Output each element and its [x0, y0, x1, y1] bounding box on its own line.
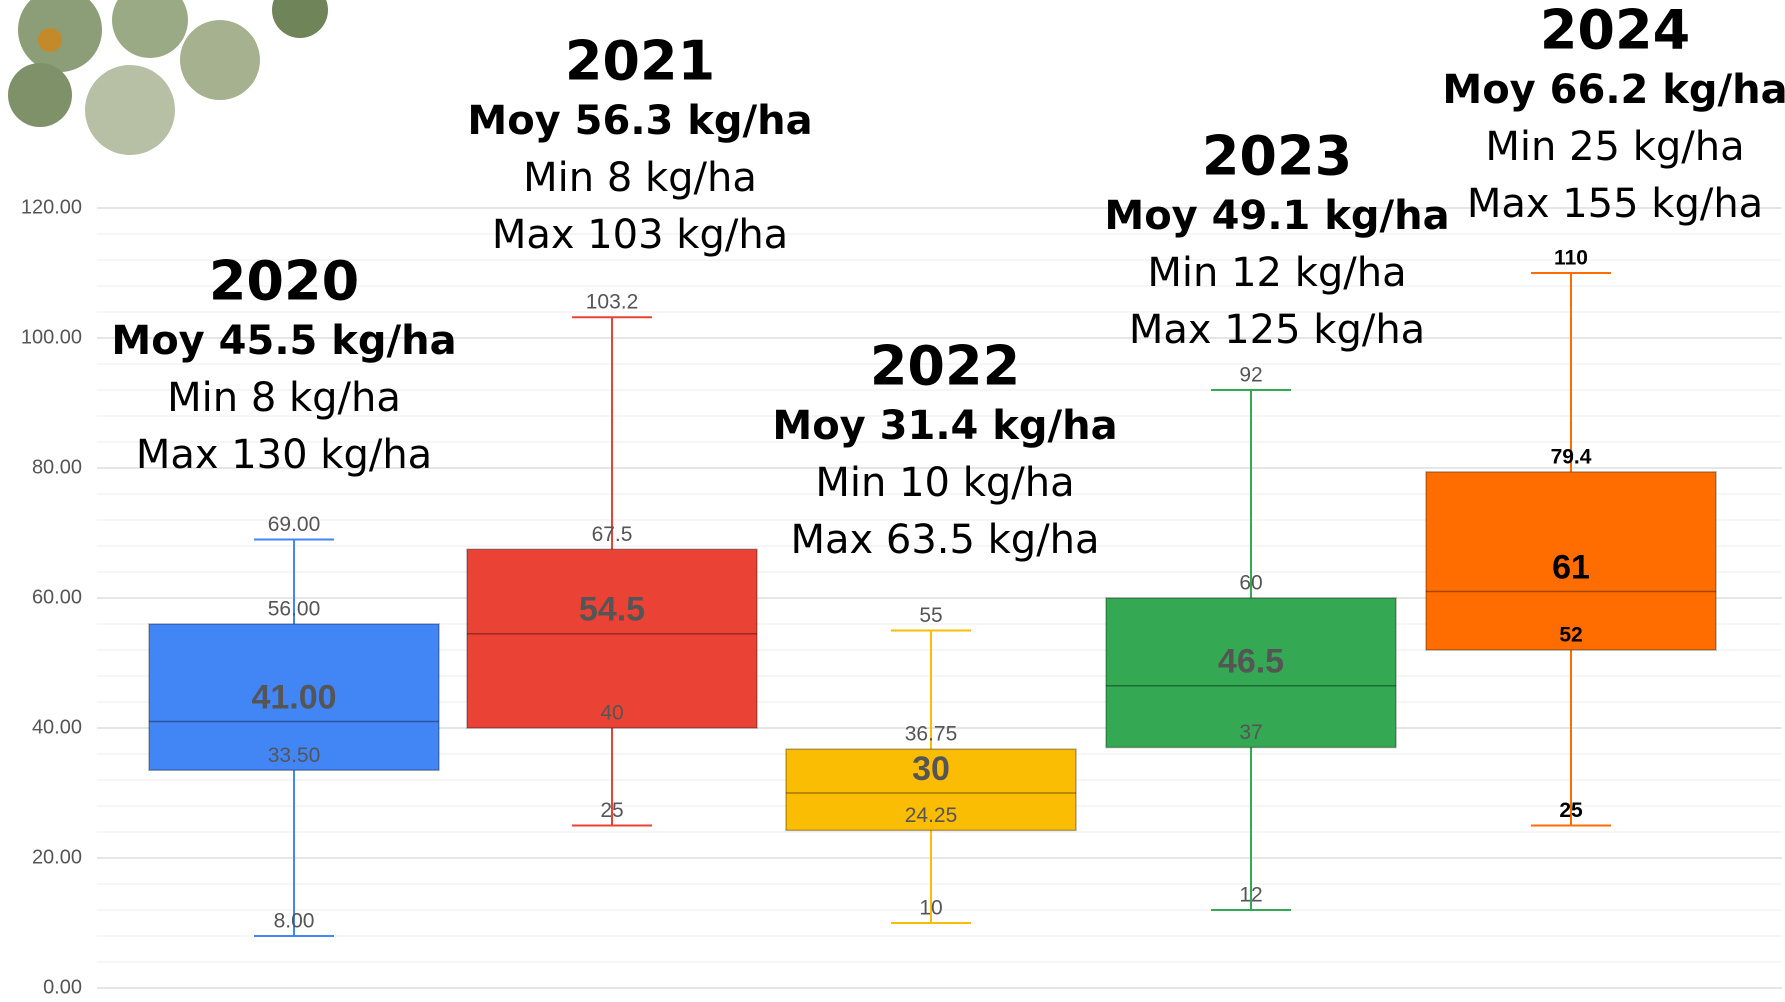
value-label: 25 — [600, 799, 623, 822]
value-label: 25 — [1559, 799, 1583, 822]
y-tick-label: 60.00 — [32, 586, 82, 608]
box — [1105, 597, 1397, 749]
value-label: 37 — [1239, 721, 1262, 744]
range-note: Max 125 kg/ha — [1129, 307, 1425, 353]
value-label: 12 — [1239, 884, 1262, 907]
range-note: Max 103 kg/ha — [492, 212, 788, 258]
value-label: 55 — [919, 604, 942, 627]
y-tick-label: 20.00 — [32, 846, 82, 868]
median-label: 46.5 — [1218, 643, 1284, 681]
value-label: 56.00 — [268, 598, 321, 621]
mean-note: Moy 45.5 kg/ha — [111, 318, 456, 364]
value-label: 69.00 — [268, 513, 321, 536]
year-heading: 2024 — [1540, 0, 1690, 62]
mean-note: Moy 31.4 kg/ha — [772, 403, 1117, 449]
box — [466, 548, 758, 729]
plant-photo — [8, 0, 328, 155]
value-label: 67.5 — [592, 523, 633, 546]
value-label: 52 — [1559, 624, 1582, 647]
range-note: Max 155 kg/ha — [1467, 181, 1763, 227]
value-label: 40 — [600, 702, 623, 725]
mean-note: Moy 56.3 kg/ha — [467, 98, 812, 144]
value-label: 60 — [1239, 572, 1262, 595]
y-tick-label: 40.00 — [32, 716, 82, 738]
value-label: 10 — [919, 897, 942, 920]
value-label: 24.25 — [905, 804, 958, 827]
y-tick-label: 0.00 — [43, 976, 82, 998]
y-tick-label: 80.00 — [32, 456, 82, 478]
value-label: 36.75 — [905, 723, 958, 746]
value-label: 8.00 — [274, 910, 315, 933]
range-note: Min 25 kg/ha — [1485, 124, 1744, 170]
range-note: Min 10 kg/ha — [815, 460, 1074, 506]
value-label: 92 — [1239, 364, 1262, 387]
value-label: 103.2 — [586, 291, 639, 314]
median-label: 61 — [1552, 548, 1590, 586]
value-label: 110 — [1554, 247, 1588, 270]
y-tick-label: 120.00 — [21, 196, 82, 218]
box — [785, 748, 1077, 832]
box — [1425, 471, 1717, 651]
mean-note: Moy 66.2 kg/ha — [1442, 67, 1785, 113]
range-note: Min 8 kg/ha — [523, 155, 757, 201]
median-label: 41.00 — [251, 678, 336, 716]
range-note: Min 8 kg/ha — [167, 375, 401, 421]
year-heading: 2022 — [870, 335, 1020, 398]
year-heading: 2021 — [565, 30, 715, 93]
mean-note: Moy 49.1 kg/ha — [1104, 193, 1449, 239]
range-note: Max 63.5 kg/ha — [790, 517, 1099, 563]
median-label: 54.5 — [579, 591, 645, 629]
year-heading: 2023 — [1202, 125, 1352, 188]
y-tick-label: 100.00 — [21, 326, 82, 348]
box — [148, 623, 440, 771]
year-heading: 2020 — [209, 250, 359, 313]
range-note: Max 130 kg/ha — [136, 432, 432, 478]
value-label: 33.50 — [268, 744, 321, 767]
median-label: 30 — [912, 750, 950, 788]
value-label: 79.4 — [1551, 445, 1592, 468]
range-note: Min 12 kg/ha — [1147, 250, 1406, 296]
